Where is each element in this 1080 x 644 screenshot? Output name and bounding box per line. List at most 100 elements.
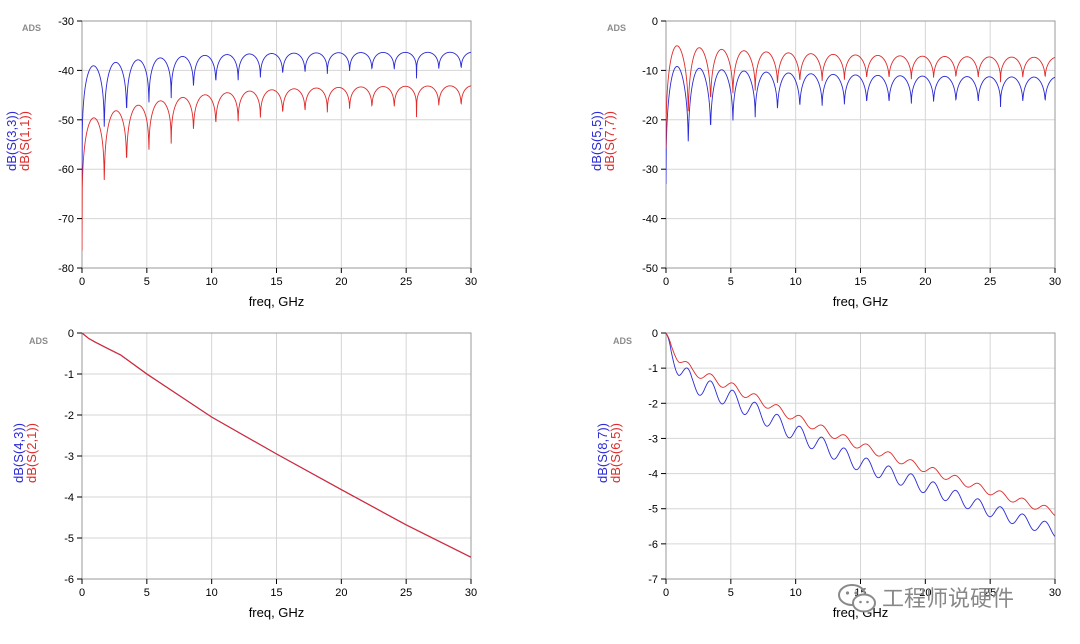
x-tick-label: 10	[790, 276, 802, 288]
x-tick-label: 20	[919, 276, 931, 288]
series-line-1	[666, 66, 1055, 185]
series-layer	[82, 51, 471, 251]
y-tick-label: -5	[648, 504, 658, 516]
watermark: 工程师说硬件	[838, 584, 1014, 613]
grid	[665, 332, 1056, 580]
chart-panel-bottom-right: ADS 0-1-2-3-4-5-6-7 0 5 10 15 20 25 30 freq, G…	[595, 328, 1061, 620]
y-label-series-2: dB(S(2,1))	[24, 423, 39, 483]
y-tick-label: -3	[648, 433, 658, 445]
y-tick-label: -1	[648, 363, 658, 375]
chart-panel-top-right: ADS 0 -10 -20 -30 -40 -50 0 5 10 15 20 25 30 freq, …	[589, 16, 1061, 309]
y-tick-label: -30	[642, 164, 658, 176]
y-tick-label: -1	[64, 369, 74, 381]
y-axis-labels: dB(S(8,7)) dB(S(6,5))	[595, 423, 623, 483]
x-tick-label: 25	[984, 587, 996, 599]
y-tick-label: -4	[64, 492, 74, 504]
x-tick-label: 15	[270, 587, 282, 599]
y-tick-label: -40	[58, 65, 74, 77]
y-tick-label: 0	[652, 16, 658, 28]
y-tick-label: -2	[64, 410, 74, 422]
y-label-series-1: dB(S(8,7))	[595, 423, 610, 483]
series-line-1	[82, 51, 471, 192]
x-tick-label: 20	[335, 587, 347, 599]
x-axis-ticks: 0 5 10 15 20 25 30	[79, 268, 477, 288]
series-line-2	[666, 45, 1055, 149]
x-tick-label: 25	[984, 276, 996, 288]
y-tick-label: -40	[642, 214, 658, 226]
y-tick-label: -7	[648, 574, 658, 586]
y-tick-label: -6	[648, 539, 658, 551]
chart-panel-top-left: ADS -30 -40 -50 -60 -70 -80 0 5 10 15 20 25 30 freq…	[4, 16, 477, 309]
y-tick-label: -4	[648, 469, 658, 481]
y-tick-label: -70	[58, 214, 74, 226]
y-axis-labels: dB(S(4,3)) dB(S(2,1))	[11, 423, 39, 483]
y-axis-ticks: 0 -10 -20 -30 -40 -50	[642, 16, 666, 275]
x-axis-ticks: 0 5 10 15 20 25 30	[79, 579, 477, 599]
chart-panel-bottom-left: ADS 0 -1 -2 -3 -4 -5 -6 0 5 10 15 20 25 30 freq, GHz…	[11, 328, 477, 620]
ads-badge: ADS	[29, 336, 48, 346]
y-axis-labels: dB(S(5,5)) dB(S(7,7))	[589, 111, 617, 171]
x-tick-label: 20	[919, 587, 931, 599]
x-tick-label: 5	[728, 587, 734, 599]
series-layer	[666, 45, 1055, 185]
grid	[81, 20, 472, 269]
x-tick-label: 5	[144, 587, 150, 599]
x-tick-label: 0	[663, 276, 669, 288]
x-axis-ticks: 0 5 10 15 20 25 30	[663, 268, 1061, 288]
x-tick-label: 30	[465, 276, 477, 288]
y-tick-label: -2	[648, 398, 658, 410]
y-tick-label: -5	[64, 533, 74, 545]
series-line-1	[666, 333, 1055, 537]
series-line-2	[82, 333, 471, 558]
ads-badge: ADS	[607, 23, 626, 33]
x-tick-label: 10	[206, 587, 218, 599]
y-tick-label: -3	[64, 451, 74, 463]
y-axis-ticks: -30 -40 -50 -60 -70 -80	[58, 16, 82, 275]
y-axis-labels: dB(S(3,3)) dB(S(1,1))	[4, 111, 32, 171]
y-label-series-2: dB(S(1,1))	[17, 111, 32, 171]
y-tick-label: -20	[642, 115, 658, 127]
y-axis-ticks: 0 -1 -2 -3 -4 -5 -6	[64, 328, 82, 586]
watermark-text: 工程师说硬件	[882, 587, 1014, 612]
x-axis-label: freq, GHz	[249, 605, 305, 620]
x-axis-label: freq, GHz	[249, 294, 305, 309]
x-tick-label: 15	[854, 276, 866, 288]
y-label-series-1: dB(S(5,5))	[589, 111, 604, 171]
x-tick-label: 25	[400, 276, 412, 288]
series-layer	[666, 333, 1055, 537]
ads-badge: ADS	[22, 23, 41, 33]
x-tick-label: 30	[465, 587, 477, 599]
x-tick-label: 15	[270, 276, 282, 288]
x-tick-label: 5	[144, 276, 150, 288]
y-tick-label: -80	[58, 263, 74, 275]
series-layer	[82, 333, 471, 558]
y-label-series-2: dB(S(6,5))	[608, 423, 623, 483]
x-tick-label: 10	[206, 276, 218, 288]
y-tick-label: 0	[652, 328, 658, 340]
series-line-2	[82, 85, 471, 251]
x-tick-label: 25	[400, 587, 412, 599]
y-label-series-2: dB(S(7,7))	[602, 111, 617, 171]
x-tick-label: 5	[728, 276, 734, 288]
y-tick-label: 0	[68, 328, 74, 340]
ads-badge: ADS	[613, 336, 632, 346]
y-tick-label: -6	[64, 574, 74, 586]
x-tick-label: 0	[79, 276, 85, 288]
y-tick-label: -30	[58, 16, 74, 28]
y-tick-label: -50	[642, 263, 658, 275]
y-axis-ticks: 0 -1 -2 -3 -4 -5 -6 -7	[648, 328, 666, 586]
x-tick-label: 0	[79, 587, 85, 599]
y-tick-label: -50	[58, 115, 74, 127]
x-tick-label: 30	[1049, 276, 1061, 288]
wechat-icon	[838, 584, 876, 613]
y-label-series-1: dB(S(4,3))	[11, 423, 26, 483]
x-tick-label: 10	[790, 587, 802, 599]
y-tick-label: -10	[642, 65, 658, 77]
x-tick-label: 0	[663, 587, 669, 599]
x-axis-label: freq, GHz	[833, 294, 889, 309]
series-line-2	[666, 333, 1055, 516]
y-label-series-1: dB(S(3,3))	[4, 111, 19, 171]
x-tick-label: 30	[1049, 587, 1061, 599]
y-tick-label: -60	[58, 164, 74, 176]
